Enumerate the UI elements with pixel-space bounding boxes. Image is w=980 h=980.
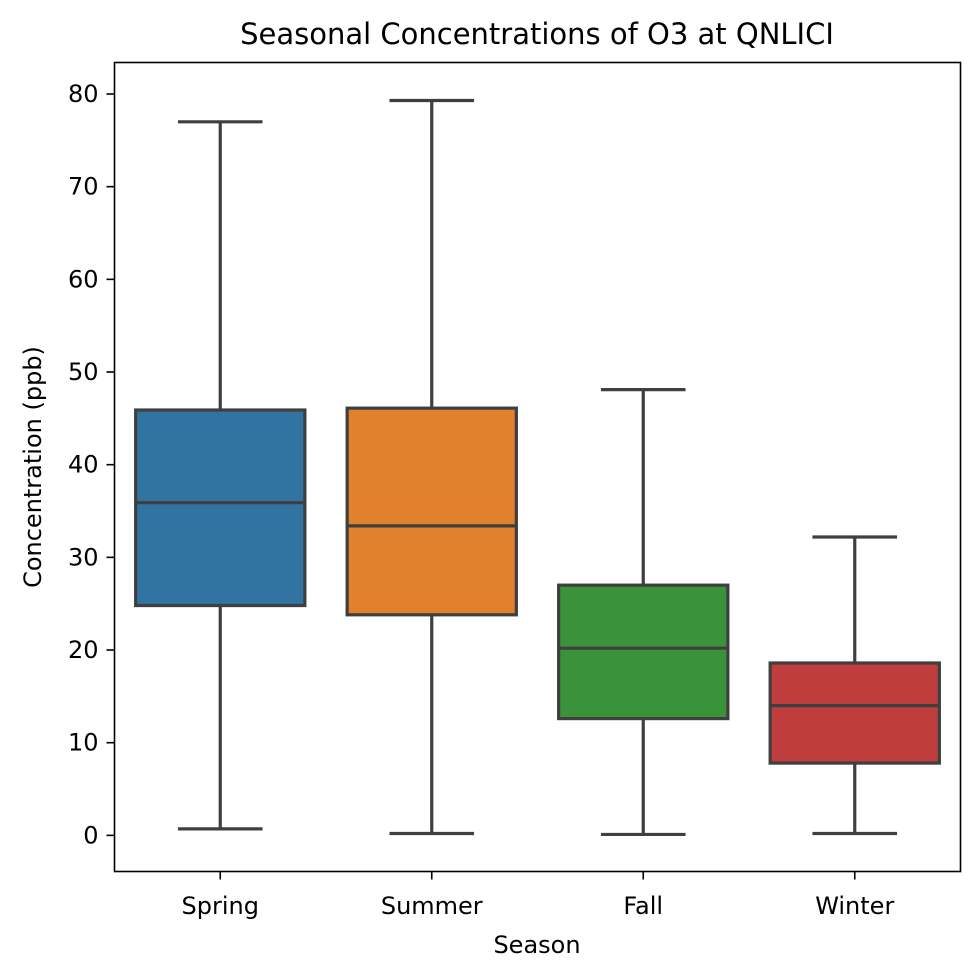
x-tick-label-fall: Fall [623, 892, 663, 920]
chart-title: Seasonal Concentrations of O3 at QNLICI [240, 17, 834, 51]
box-winter [768, 535, 941, 836]
box-fall [557, 388, 730, 837]
y-tick-label: 50 [68, 358, 99, 386]
iqr-box-summer [345, 406, 518, 617]
y-tick-label: 40 [68, 451, 99, 479]
x-tick-label-summer: Summer [381, 892, 483, 920]
y-tick-label: 60 [68, 265, 99, 293]
y-tick-label: 70 [68, 173, 99, 201]
iqr-box-fall [557, 583, 730, 721]
y-tick-label: 10 [68, 729, 99, 757]
x-axis: Spring Summer Fall Winter [182, 871, 894, 920]
y-tick-label: 20 [68, 636, 99, 664]
y-tick-label: 80 [68, 80, 99, 108]
y-tick-label: 0 [83, 821, 98, 849]
iqr-box-winter [768, 661, 941, 765]
y-tick-label: 30 [68, 543, 99, 571]
iqr-box-spring [134, 408, 307, 608]
box-spring [134, 120, 307, 831]
box-summer [345, 98, 518, 836]
x-tick-label-spring: Spring [182, 892, 259, 920]
x-axis-label: Season [493, 931, 580, 959]
plot-frame [113, 61, 962, 873]
x-tick-label-winter: Winter [815, 892, 894, 920]
y-axis-label: Concentration (ppb) [19, 346, 47, 588]
plot-area [134, 98, 941, 837]
y-axis: 0 10 20 30 40 50 60 70 80 [68, 80, 115, 849]
